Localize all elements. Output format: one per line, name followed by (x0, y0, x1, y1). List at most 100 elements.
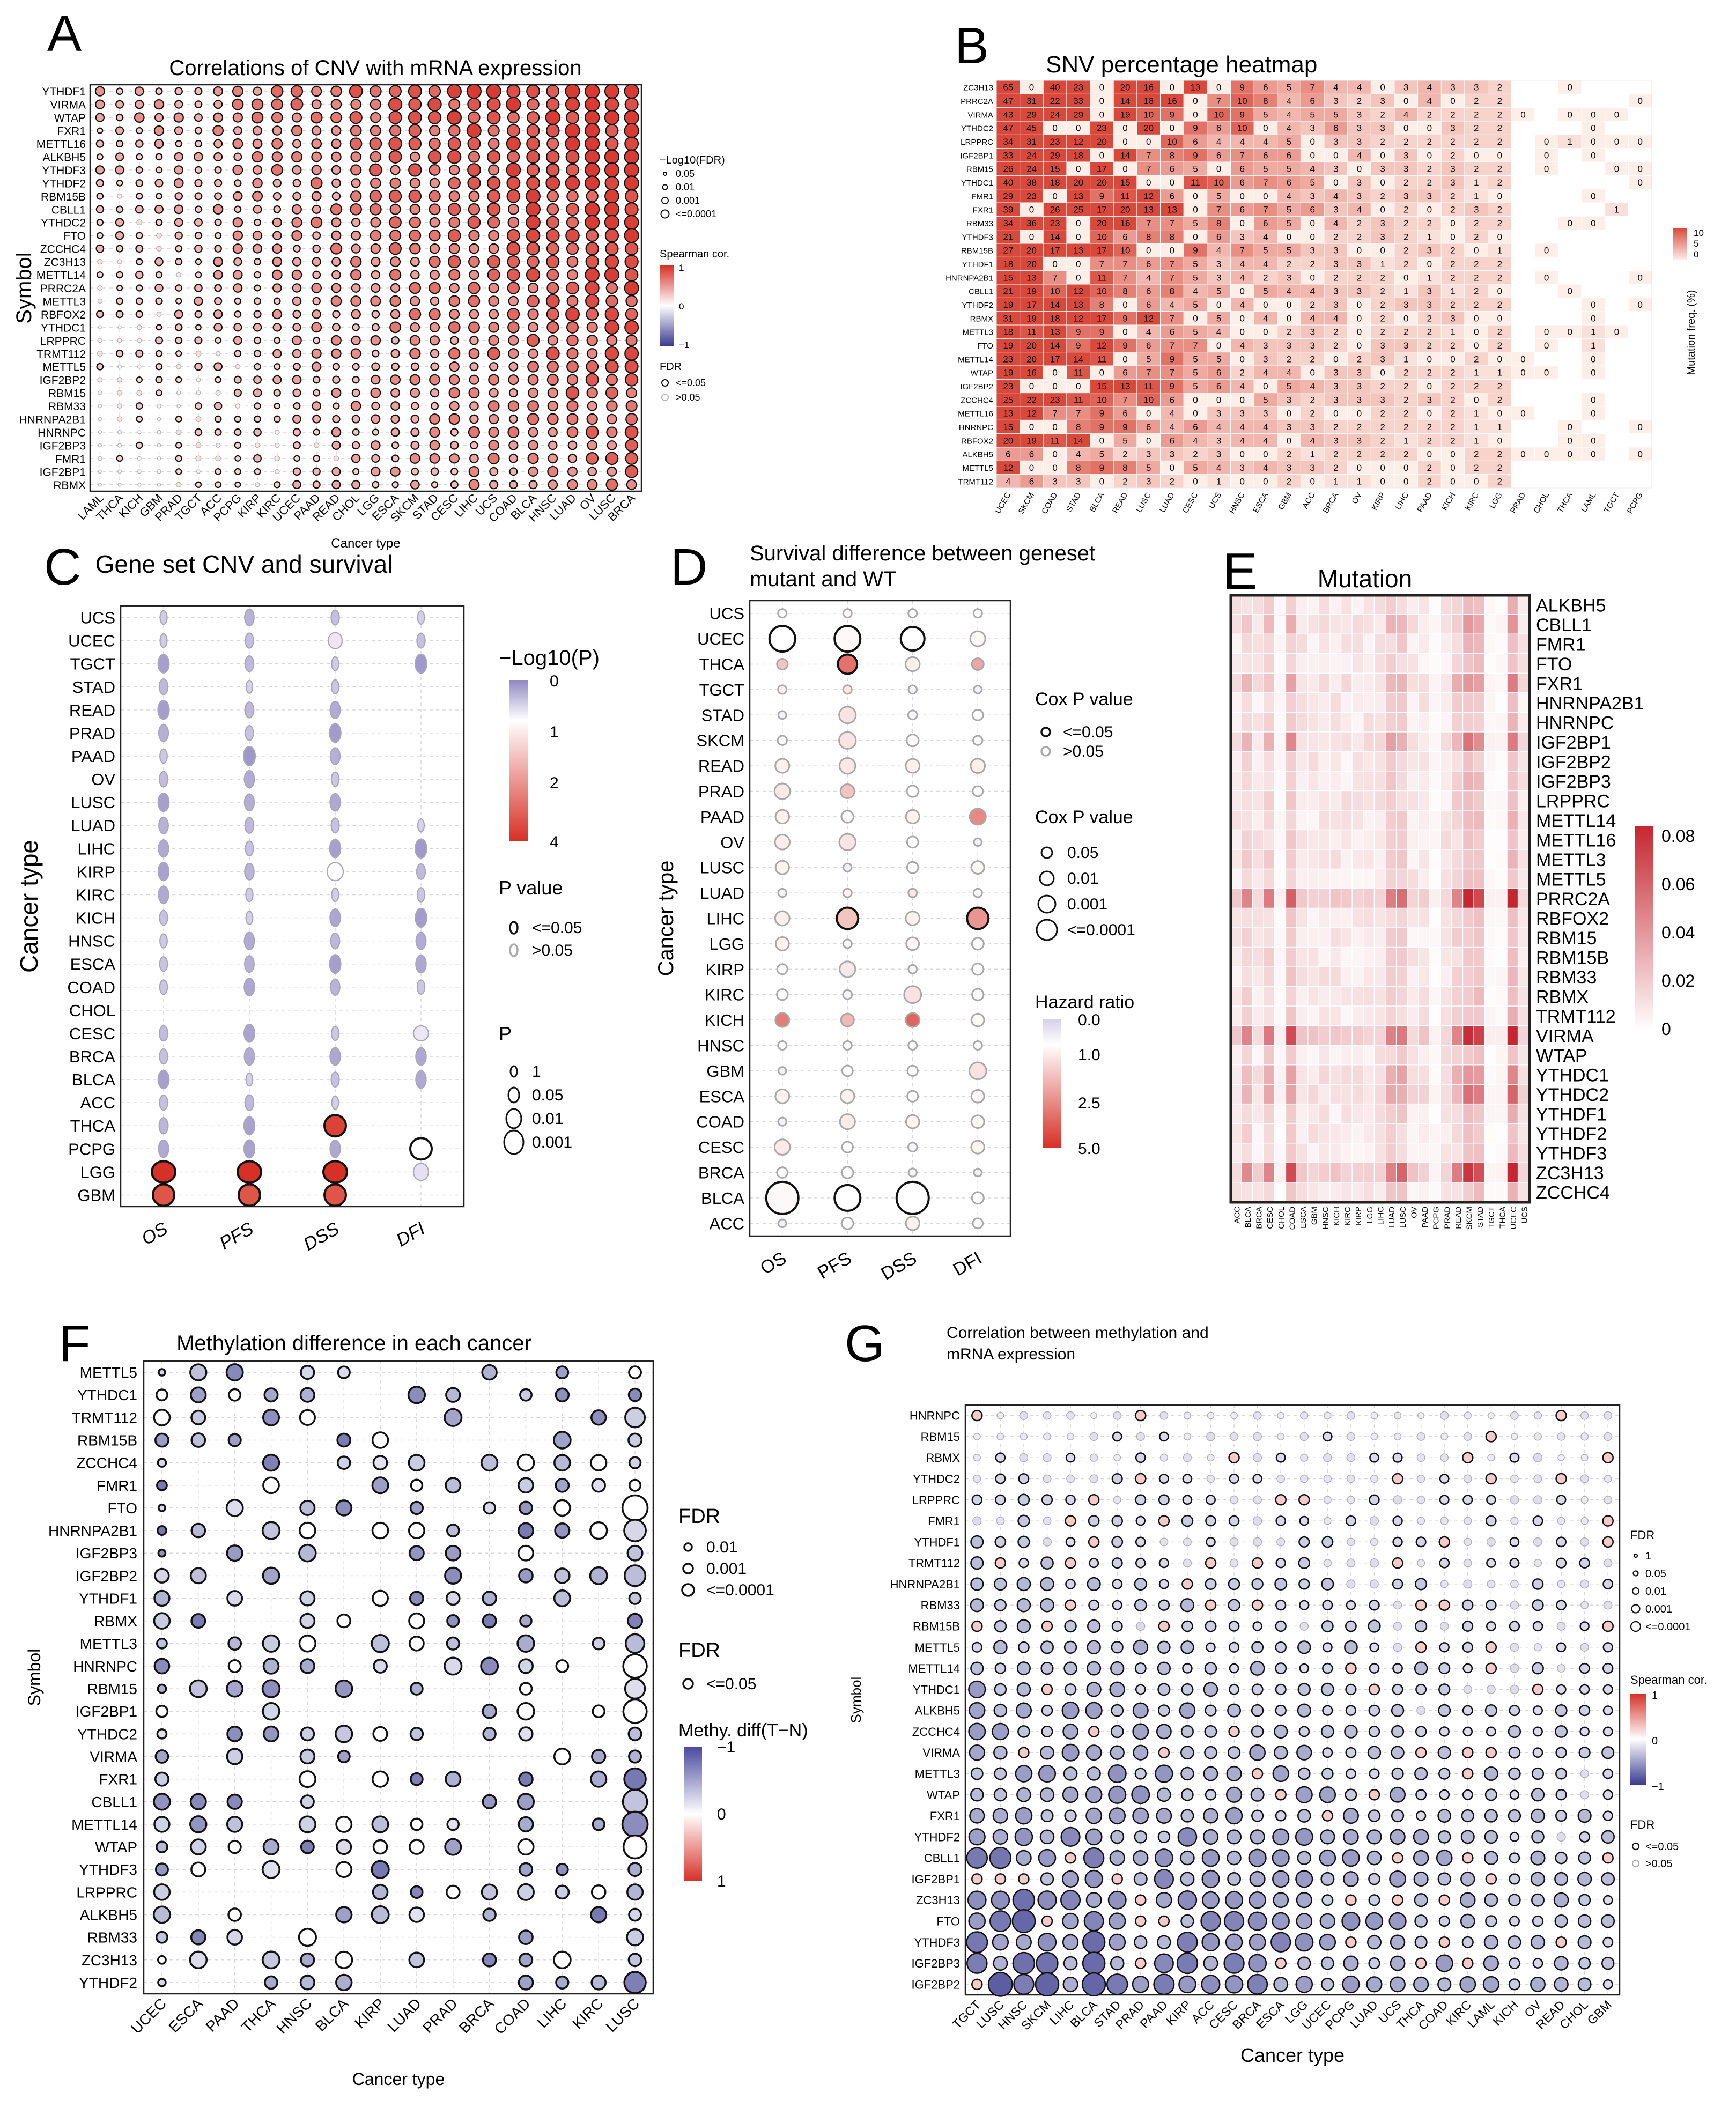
panel-g-dot (993, 1788, 1007, 1802)
panel-g-dot (1063, 1661, 1077, 1675)
panel-a-dot (566, 190, 579, 203)
panel-g-dot (1462, 1495, 1473, 1505)
panel-a-dot (624, 189, 639, 203)
panel-b-cell-value: 20 (1097, 218, 1107, 228)
panel-b-cell (1230, 189, 1254, 203)
panel-a-dot (174, 152, 183, 162)
panel-e-cell (1452, 615, 1462, 634)
panel-b-cell-value: 4 (1263, 232, 1268, 242)
panel-a-dot (330, 112, 342, 123)
panel-g-dot (1177, 1932, 1198, 1953)
panel-d-colorbar-tick: 5.0 (1078, 1140, 1100, 1158)
panel-a-dot (333, 455, 339, 462)
panel-f-dot (621, 1494, 649, 1522)
panel-e-cell (1253, 908, 1264, 928)
panel-e-cell (1408, 1006, 1419, 1025)
panel-e-cell (1452, 1006, 1462, 1025)
panel-g-gene-label: RBM15 (921, 1430, 960, 1444)
panel-c-legend-size-label: 0.001 (532, 1134, 572, 1151)
panel-e-cell (1440, 752, 1452, 771)
panel-e-cell (1286, 1123, 1297, 1143)
panel-e-cell (1352, 928, 1363, 947)
panel-c-cancer-label: KICH (76, 909, 115, 928)
panel-a-dot (137, 430, 142, 434)
panel-b-cell-value: 8 (1146, 232, 1151, 242)
panel-a-dot (409, 374, 421, 386)
panel-f-gene-label: YTHDF2 (79, 1975, 137, 1991)
panel-e-cell (1385, 674, 1396, 693)
panel-g-dot (1154, 1869, 1174, 1889)
panel-g-dot (1295, 1933, 1314, 1952)
panel-a-dot (390, 374, 401, 386)
panel-a-dot (488, 440, 499, 451)
panel-b-cell-value: 0 (1544, 327, 1549, 337)
panel-e-cell (1341, 869, 1352, 889)
panel-e-cell (1408, 771, 1419, 790)
panel-g-dot (1228, 1578, 1240, 1591)
panel-g-dot (1043, 1432, 1051, 1441)
panel-g-dot (1414, 1766, 1428, 1781)
panel-e-cell (1308, 810, 1319, 830)
panel-b-cell (1277, 338, 1301, 352)
panel-b-cell-value: 12 (1003, 463, 1013, 473)
panel-d-dot (907, 888, 918, 898)
panel-b-cell-value: 6 (1216, 368, 1221, 378)
panel-b-cell (1067, 175, 1090, 189)
panel-f-colorbar-tick: −1 (717, 1739, 735, 1756)
panel-a-dot (546, 84, 560, 98)
panel-g-dot (1085, 1744, 1102, 1761)
panel-e-cell (1275, 967, 1286, 986)
panel-b-cell-value: 10 (1143, 109, 1154, 120)
panel-b-cell-value: 5 (1193, 164, 1198, 174)
panel-g-dot (971, 1409, 983, 1422)
panel-e-cell (1496, 732, 1507, 751)
panel-a-dot (528, 387, 538, 398)
panel-g-dot (1508, 1746, 1521, 1759)
panel-g-dot (1532, 1578, 1544, 1590)
panel-g-dot (1178, 1975, 1196, 1994)
panel-a-dot (312, 125, 322, 136)
panel-b-cell-value: 2 (1427, 164, 1432, 174)
panel-a-dot (448, 387, 460, 399)
panel-e-cell (1397, 908, 1407, 928)
panel-g-dot (1321, 1978, 1334, 1991)
panel-b-cell (1090, 80, 1113, 94)
panel-a-dot (624, 228, 639, 243)
panel-c-cancer-label: PCPG (68, 1140, 115, 1158)
panel-a-dot (408, 189, 422, 203)
panel-b-cell-value: 1 (1474, 191, 1479, 201)
panel-e-cell (1363, 928, 1374, 947)
panel-a-dot (585, 84, 600, 99)
panel-a-dot (546, 282, 559, 294)
panel-e-gene-label: METTL16 (1536, 830, 1616, 851)
panel-e-cell (1518, 732, 1529, 751)
panel-b-cell (1067, 325, 1090, 338)
panel-c-cancer-label: CHOL (69, 1001, 115, 1020)
panel-d-dot (841, 1141, 854, 1153)
panel-e-cancer-label: GBM (1310, 1207, 1319, 1225)
panel-b-cell-value: 0 (1520, 109, 1525, 120)
panel-g-dot (1509, 1957, 1520, 1969)
panel-b-cell-value: 0 (1099, 83, 1104, 93)
panel-g-dot (1369, 1494, 1380, 1505)
panel-g-dot (1043, 1411, 1052, 1420)
panel-f-gene-label: ALKBH5 (80, 1907, 137, 1924)
panel-g-dot (1018, 1473, 1030, 1484)
panel-a-dot (625, 295, 638, 307)
panel-b-cell (1113, 162, 1137, 175)
panel-e-cell (1308, 693, 1319, 712)
panel-a-dot (331, 348, 342, 359)
panel-g-dot (1556, 1642, 1567, 1653)
panel-b-cell (1371, 162, 1394, 175)
panel-a-dot (330, 242, 342, 255)
panel-b-cell (996, 298, 1020, 312)
panel-b-cell-value: 0 (1568, 449, 1572, 460)
panel-d-dot (774, 860, 790, 875)
panel-e-cell (1385, 1065, 1396, 1084)
panel-b-cell (1418, 216, 1441, 230)
panel-a-dot (351, 178, 361, 188)
panel-b-gene-label: PRRC2A (961, 97, 993, 106)
panel-e-cell (1363, 889, 1374, 908)
panel-e-cell (1485, 1104, 1496, 1123)
panel-f-dot (445, 1477, 462, 1494)
